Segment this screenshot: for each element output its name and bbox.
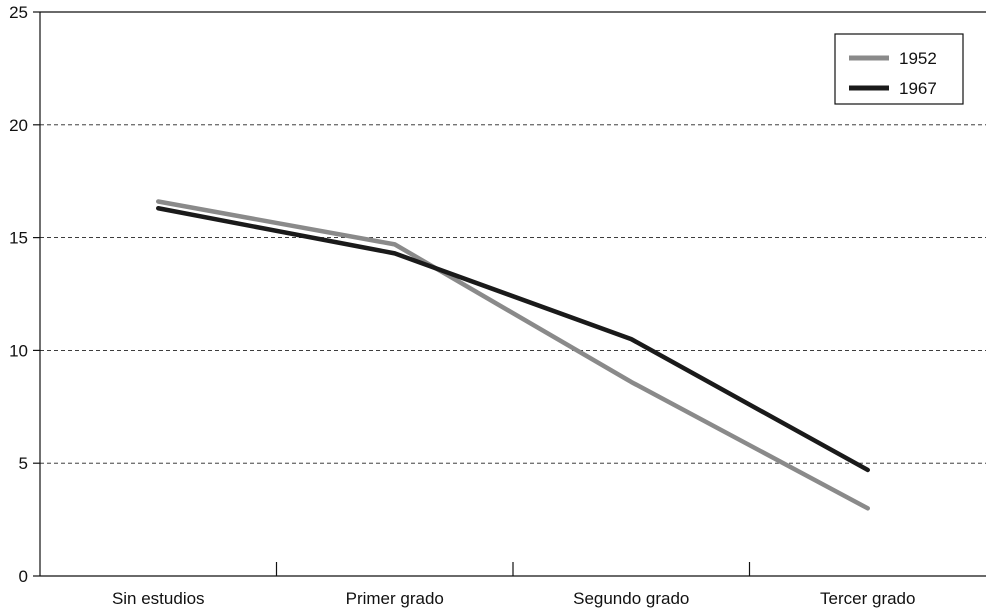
x-tick-label: Tercer grado — [820, 589, 915, 608]
grid-layer — [33, 11, 986, 577]
y-tick-label: 20 — [9, 116, 28, 135]
legend-label-1952: 1952 — [899, 49, 937, 68]
x-tick-label: Sin estudios — [112, 589, 205, 608]
y-tick-label: 0 — [19, 567, 28, 586]
x-tick-label: Segundo grado — [573, 589, 689, 608]
series-line-1952 — [156, 199, 870, 511]
series-line-1967 — [156, 206, 870, 473]
y-tick-labels: 0 5 10 15 20 25 — [9, 3, 28, 586]
y-tick-label: 15 — [9, 229, 28, 248]
x-tick-labels: Sin estudios Primer grado Segundo grado Ter… — [112, 562, 915, 608]
legend: 1952 1967 — [834, 33, 964, 105]
legend-box — [834, 33, 964, 105]
legend-label-1967: 1967 — [899, 79, 937, 98]
y-tick-label: 10 — [9, 341, 28, 360]
y-tick-label: 25 — [9, 3, 28, 22]
x-tick-label: Primer grado — [346, 589, 444, 608]
y-tick-label: 5 — [19, 454, 28, 473]
series-layer — [156, 199, 870, 511]
